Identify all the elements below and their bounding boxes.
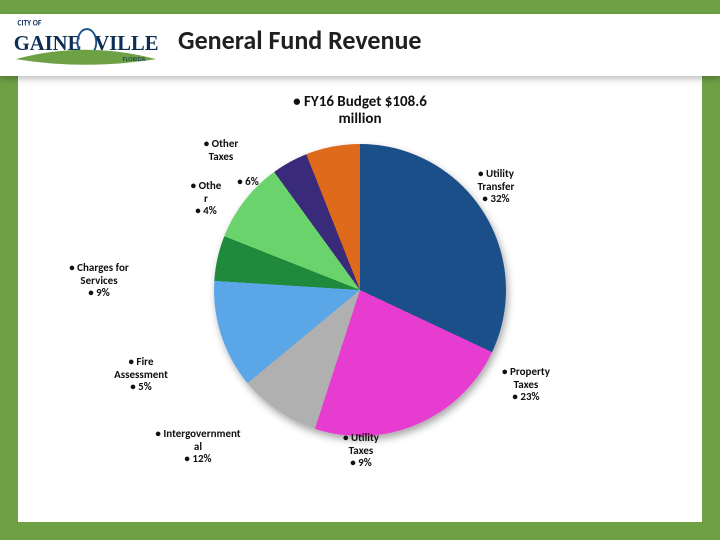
pie-chart: • Other Taxes • 6% • Othe r • 4% • Utili…	[0, 130, 720, 530]
label-utility-transfer: • Utility Transfer • 32%	[456, 168, 536, 206]
subtitle-line2: million	[338, 110, 381, 128]
label-fire-assessment: • Fire Assessment • 5%	[86, 356, 196, 394]
label-charges-services: • Charges for Services • 9%	[44, 262, 154, 300]
subtitle-line1: • FY16 Budget $108.6	[293, 93, 427, 111]
subtitle: • FY16 Budget $108.6 million	[0, 94, 720, 129]
label-other: • Othe r • 4%	[176, 180, 236, 218]
logo-state: FLORIDA	[123, 55, 146, 63]
label-intergovernmental: • Intergovernment al • 12%	[118, 428, 278, 466]
slide: CITY OF GAINE VILLE FLORIDA General Fund…	[0, 0, 720, 540]
page-title: General Fund Revenue	[178, 24, 422, 56]
label-property-taxes: • Property Taxes • 23%	[486, 366, 566, 404]
label-utility-taxes: • Utility Taxes • 9%	[326, 432, 396, 470]
logo-city-of: CITY OF	[18, 19, 42, 28]
label-other-taxes: • Other Taxes	[186, 138, 256, 163]
city-logo: CITY OF GAINE VILLE FLORIDA	[10, 10, 160, 82]
